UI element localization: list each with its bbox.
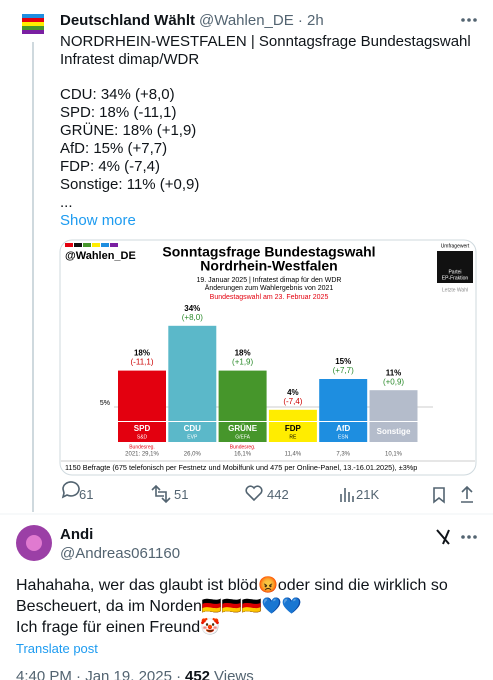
reply-views: 452 bbox=[185, 668, 211, 680]
legend-poll: Umfragewert bbox=[441, 243, 470, 249]
post-text: NORDRHEIN-WESTFALEN | Sonntagsfrage Bund… bbox=[60, 33, 471, 50]
stat-reposts[interactable]: 51 bbox=[174, 487, 189, 502]
grok-icon[interactable] bbox=[436, 529, 450, 545]
chart-date: 19. Januar 2025 | Infratest dimap für de… bbox=[196, 277, 341, 284]
bar bbox=[369, 390, 418, 421]
party-name: FDP bbox=[285, 424, 302, 433]
author-name[interactable]: Deutschland Wählt bbox=[60, 12, 196, 29]
change-label: (-7,4) bbox=[283, 397, 302, 406]
reference-label: 5% bbox=[100, 400, 110, 407]
previous-result: 16,1% bbox=[234, 452, 252, 458]
legend-last: Letzte Wahl bbox=[442, 287, 468, 293]
change-label: (+7,7) bbox=[333, 366, 354, 375]
previous-result: 10,1% bbox=[385, 452, 403, 458]
party-box bbox=[218, 422, 267, 442]
post-text: Infratest dimap/WDR bbox=[60, 51, 200, 68]
more-icon[interactable] bbox=[461, 535, 477, 539]
change-label: (+8,0) bbox=[182, 313, 203, 322]
post-text: GRÜNE: 18% (+1,9) bbox=[60, 122, 197, 139]
repost-icon[interactable] bbox=[151, 484, 171, 504]
party-group: ESN bbox=[338, 434, 349, 440]
party-box bbox=[118, 422, 166, 442]
reply-views-label: Views bbox=[214, 668, 254, 680]
party-group: RE bbox=[289, 434, 297, 440]
value-label: 4% bbox=[287, 388, 299, 397]
party-name: CDU bbox=[184, 424, 202, 433]
legend-group: EP-Fraktion bbox=[442, 275, 469, 281]
stat-views[interactable]: 21K bbox=[356, 487, 380, 502]
party-box bbox=[369, 422, 418, 442]
reply-timestamp: 4:40 PM · Jan 19, 2025 · bbox=[16, 668, 182, 680]
post-text: SPD: 18% (-11,1) bbox=[60, 104, 177, 121]
legend-box bbox=[437, 251, 473, 283]
value-label: 18% bbox=[134, 349, 150, 358]
previous-result: 2021: 29,1% bbox=[125, 452, 159, 458]
post-text: AfD: 15% (+7,7) bbox=[60, 140, 168, 157]
bar bbox=[118, 370, 166, 421]
post-text: CDU: 34% (+8,0) bbox=[60, 86, 175, 103]
value-label: 11% bbox=[386, 368, 402, 377]
party-group: EVP bbox=[187, 434, 198, 440]
chart-subtitle: Nordrhein-Westfalen bbox=[200, 258, 337, 274]
previous-result: 26,0% bbox=[184, 452, 202, 458]
value-label: 18% bbox=[235, 349, 251, 358]
chart-change-note: Änderungen zum Wahlergebnis von 2021 bbox=[205, 284, 334, 292]
chart-image: @Wahlen_DE Sonntagsfrage BundestagswahlNo… bbox=[61, 243, 475, 472]
reply-author[interactable]: Andi bbox=[60, 526, 94, 543]
legend-party: Partei bbox=[448, 269, 461, 275]
bar bbox=[218, 370, 267, 421]
party-name: AfD bbox=[336, 424, 350, 433]
party-box bbox=[268, 422, 317, 442]
previous-result: 7,3% bbox=[336, 452, 350, 458]
bookmark-icon[interactable] bbox=[433, 487, 445, 504]
party-group: G/EFA bbox=[235, 434, 250, 440]
chart-election: Bundestagswahl am 23. Februar 2025 bbox=[210, 294, 329, 301]
party-name: GRÜNE bbox=[228, 424, 258, 433]
bar bbox=[319, 379, 368, 421]
show-more[interactable]: Show more bbox=[60, 212, 136, 229]
bar bbox=[168, 325, 217, 421]
party-name: Sonstige bbox=[377, 427, 411, 436]
party-group: S&D bbox=[137, 434, 148, 440]
chart-footnote: 1150 Befragte (675 telefonisch per Festn… bbox=[65, 463, 417, 472]
reply-text: Ich frage für einen Freund🤡 bbox=[16, 619, 221, 636]
reply-handle[interactable]: @Andreas061160 bbox=[60, 545, 181, 562]
change-label: (+0,9) bbox=[383, 377, 404, 386]
bar bbox=[268, 409, 317, 421]
stat-likes[interactable]: 442 bbox=[267, 487, 289, 502]
previous-note: Bundesreg. bbox=[129, 444, 155, 450]
change-label: (-11,1) bbox=[131, 358, 154, 367]
value-label: 15% bbox=[335, 357, 351, 366]
views-icon[interactable] bbox=[340, 488, 354, 502]
party-box bbox=[319, 422, 368, 442]
reply-icon[interactable] bbox=[61, 481, 80, 499]
previous-result: 11,4% bbox=[285, 452, 302, 458]
party-box bbox=[168, 422, 217, 442]
author-handle[interactable]: @Wahlen_DE · 2h bbox=[199, 12, 324, 29]
stat-replies[interactable]: 61 bbox=[79, 487, 94, 502]
chart-handle: @Wahlen_DE bbox=[65, 250, 136, 262]
post-text: FDP: 4% (-7,4) bbox=[60, 158, 161, 175]
previous-note: Bundesreg. bbox=[230, 444, 256, 450]
party-name: SPD bbox=[134, 424, 151, 433]
post-text: Sonstige: 11% (+0,9) bbox=[60, 176, 200, 193]
like-icon[interactable] bbox=[245, 485, 263, 502]
avatar-deutschland[interactable] bbox=[22, 14, 44, 34]
reply-text: Bescheuert, da im Norden🇩🇪🇩🇪🇩🇪💙💙 bbox=[16, 598, 302, 615]
post-text: ... bbox=[60, 194, 73, 211]
reply-text: Hahahaha, wer das glaubt ist blöd😡oder s… bbox=[16, 577, 448, 594]
chart-title: Sonntagsfrage Bundestagswahl bbox=[162, 244, 375, 260]
more-icon[interactable] bbox=[461, 18, 477, 22]
value-label: 34% bbox=[184, 304, 200, 313]
change-label: (+1,9) bbox=[232, 358, 253, 367]
translate-link[interactable]: Translate post bbox=[16, 641, 98, 656]
share-icon[interactable] bbox=[461, 485, 473, 503]
